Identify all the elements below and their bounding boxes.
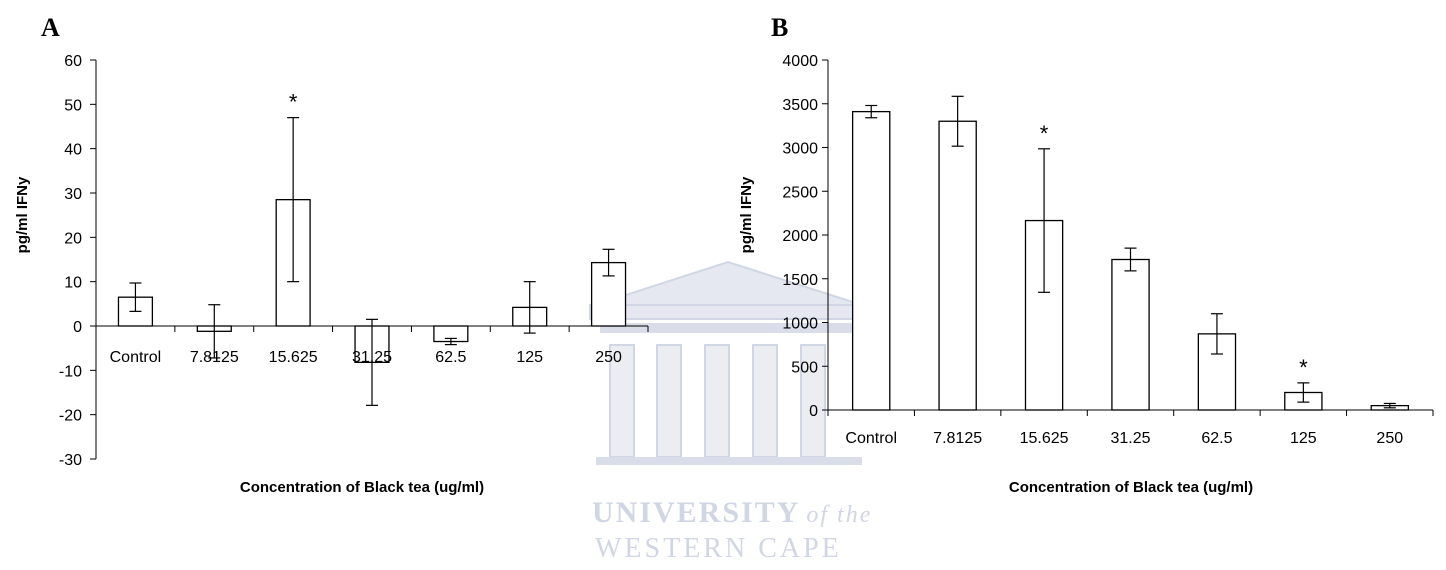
x-tick-label: Control [110, 349, 162, 366]
y-tick-label: 0 [73, 319, 82, 336]
y-tick-label: 60 [64, 53, 82, 70]
x-axis-title: Concentration of Black tea (ug/ml) [240, 479, 484, 496]
y-tick-label: 500 [791, 359, 818, 376]
y-tick-label: 3500 [782, 97, 818, 114]
watermark-base [596, 457, 862, 465]
y-tick-label: 3000 [782, 141, 818, 158]
y-tick-label: 50 [64, 97, 82, 114]
bar [938, 120, 977, 411]
y-tick-label: 30 [64, 186, 82, 203]
y-axis-title: pg/ml IFNy [738, 176, 755, 253]
x-tick-label: 31.25 [352, 349, 392, 366]
y-tick-label: 40 [64, 142, 82, 159]
y-tick-label: -10 [59, 363, 82, 380]
panel-label: A [41, 13, 60, 42]
watermark-column-3 [704, 344, 730, 458]
x-axis-title: Concentration of Black tea (ug/ml) [1009, 479, 1253, 496]
significance-marker: * [1299, 355, 1308, 380]
bar [1197, 333, 1237, 411]
y-tick-label: 0 [809, 403, 818, 420]
y-tick-label: 2500 [782, 184, 818, 201]
x-tick-label: 125 [516, 349, 543, 366]
x-tick-label: 7.8125 [190, 349, 239, 366]
x-tick-label: 62.5 [1201, 430, 1232, 447]
watermark-entablature [589, 304, 868, 320]
y-tick-label: 1000 [782, 316, 818, 333]
bar [851, 110, 891, 411]
significance-marker: * [1040, 121, 1049, 146]
watermark-frieze [600, 323, 857, 333]
chart-b: B 0 500 1000 1500 2000 2500 3000 3500 4000 Control… [738, 13, 1434, 496]
watermark-pediment [594, 260, 863, 306]
x-tick-label: 31.25 [1110, 430, 1150, 447]
y-tick-label: 10 [64, 275, 82, 292]
x-tick-label: 15.625 [269, 349, 318, 366]
watermark-line2: WESTERN CAPE [595, 533, 842, 564]
x-tick-label: 62.5 [435, 349, 466, 366]
y-tick-label: 20 [64, 230, 82, 247]
y-tick-label: 1500 [782, 272, 818, 289]
chart-a: A -30 -20 -10 0 10 20 30 40 50 60 Control 7.8125 15.6… [14, 13, 649, 496]
watermark-column-2 [656, 344, 682, 458]
y-tick-label: 2000 [782, 228, 818, 245]
y-tick-label: -30 [59, 452, 82, 469]
university-watermark: UNIVERSITY of the WESTERN CAPE [589, 260, 872, 564]
y-tick-label: -20 [59, 408, 82, 425]
x-tick-label: 15.625 [1020, 430, 1069, 447]
panel-label: B [771, 13, 788, 42]
x-tick-label: 250 [1376, 430, 1403, 447]
y-tick-label: 4000 [782, 53, 818, 70]
x-tick-label: 125 [1290, 430, 1317, 447]
y-axis-title: pg/ml IFNy [14, 176, 31, 253]
watermark-line1: UNIVERSITY of the [592, 496, 872, 529]
bar [1111, 258, 1150, 411]
watermark-column-4 [752, 344, 778, 458]
x-tick-label: 250 [595, 349, 622, 366]
significance-marker: * [289, 90, 298, 115]
x-tick-label: Control [845, 430, 897, 447]
x-tick-label: 7.8125 [933, 430, 982, 447]
